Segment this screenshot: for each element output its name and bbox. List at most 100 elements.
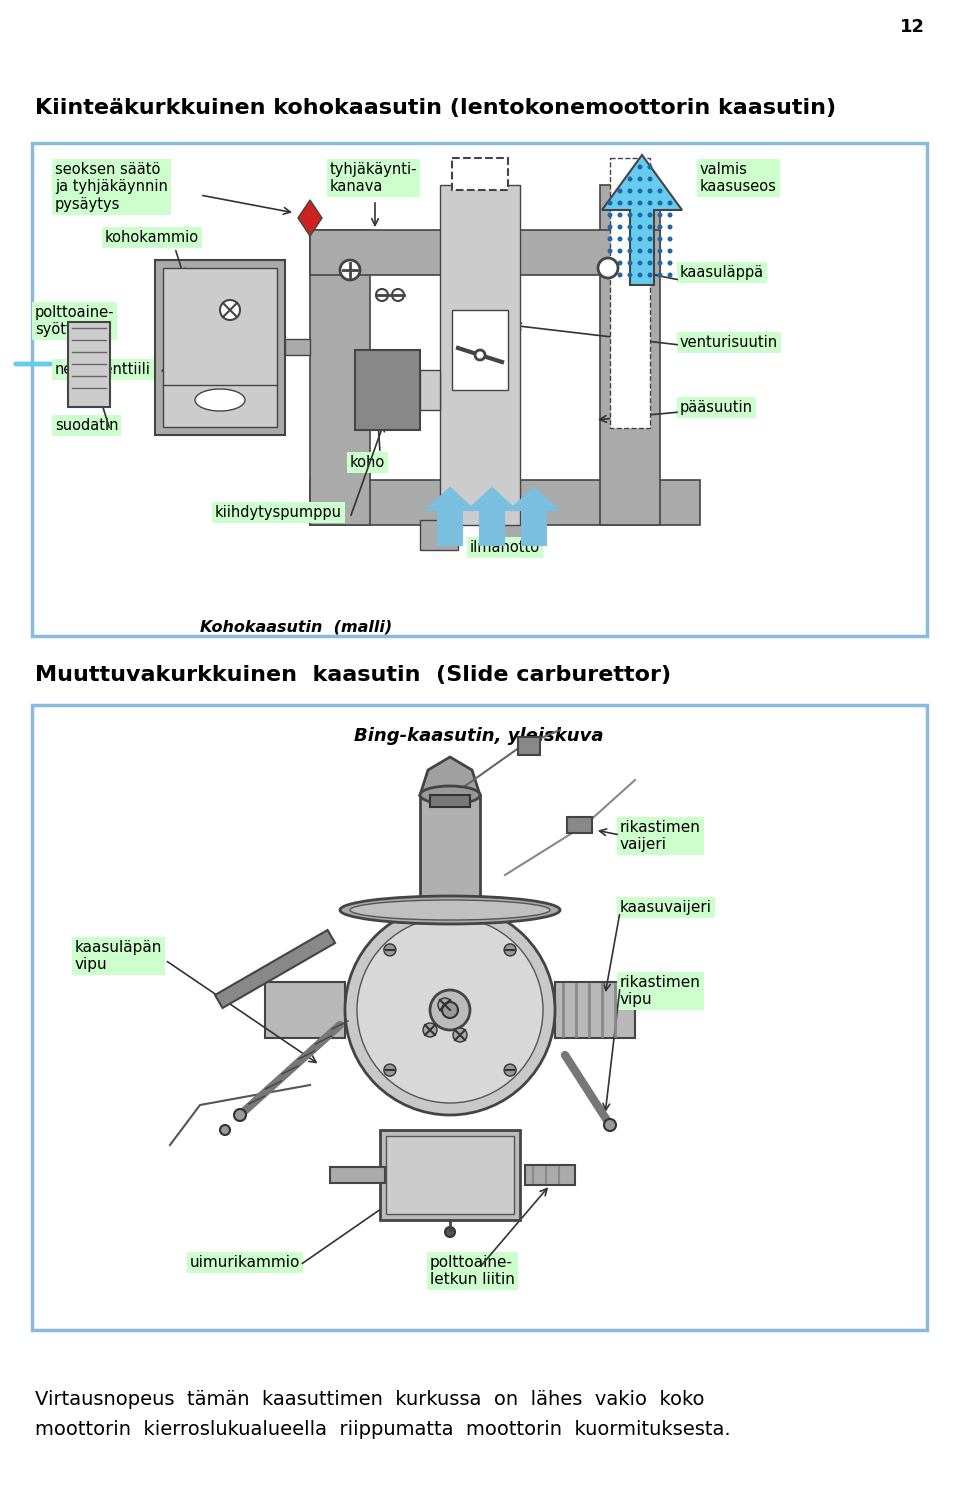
Circle shape xyxy=(392,289,404,301)
Bar xyxy=(430,795,470,807)
Circle shape xyxy=(504,1065,516,1077)
Bar xyxy=(500,520,538,549)
Text: ilmanotto: ilmanotto xyxy=(470,541,540,555)
Circle shape xyxy=(445,1227,455,1237)
Bar xyxy=(310,229,660,275)
Circle shape xyxy=(608,249,612,253)
Bar xyxy=(355,350,420,430)
Text: rikastimen
vaijeri: rikastimen vaijeri xyxy=(620,820,701,852)
Circle shape xyxy=(475,350,485,360)
Text: suodatin: suodatin xyxy=(55,418,118,433)
Circle shape xyxy=(608,261,612,265)
Bar xyxy=(420,369,440,409)
Circle shape xyxy=(430,990,470,1030)
Text: Kohokaasutin  (malli): Kohokaasutin (malli) xyxy=(200,619,393,634)
Circle shape xyxy=(453,1027,467,1042)
Polygon shape xyxy=(426,488,474,545)
Circle shape xyxy=(628,261,633,265)
Bar xyxy=(600,185,660,526)
Circle shape xyxy=(667,237,673,241)
Circle shape xyxy=(667,201,673,205)
Text: uimurikammio: uimurikammio xyxy=(190,1255,300,1270)
Bar xyxy=(440,185,520,526)
Text: Virtausnopeus  tämän  kaasuttimen  kurkussa  on  lähes  vakio  koko: Virtausnopeus tämän kaasuttimen kurkussa… xyxy=(35,1391,705,1409)
Circle shape xyxy=(617,225,622,229)
Bar xyxy=(525,1164,575,1185)
Text: kohokammio: kohokammio xyxy=(105,229,199,246)
Circle shape xyxy=(667,272,673,277)
Circle shape xyxy=(658,261,662,265)
Circle shape xyxy=(384,1065,396,1077)
Text: polttoaine-
syöttö: polttoaine- syöttö xyxy=(35,305,114,338)
Bar xyxy=(32,704,927,1330)
Text: kaasuläppä: kaasuläppä xyxy=(680,265,764,280)
Text: Kiinteäkurkkuinen kohokaasutin (lentokonemoottorin kaasutin): Kiinteäkurkkuinen kohokaasutin (lentokon… xyxy=(35,98,836,118)
Circle shape xyxy=(357,917,543,1103)
Text: valmis
kaasuseos: valmis kaasuseos xyxy=(700,162,777,195)
Text: moottorin  kierroslukualueella  riippumatta  moottorin  kuormituksesta.: moottorin kierroslukualueella riippumatt… xyxy=(35,1421,731,1438)
Circle shape xyxy=(658,237,662,241)
Circle shape xyxy=(617,272,622,277)
Bar xyxy=(610,158,650,427)
Text: neulaventtiili: neulaventtiili xyxy=(55,362,151,377)
Bar xyxy=(330,1167,385,1182)
Bar xyxy=(163,268,277,427)
Ellipse shape xyxy=(195,389,245,411)
Ellipse shape xyxy=(340,896,560,925)
Circle shape xyxy=(637,272,642,277)
Circle shape xyxy=(658,213,662,217)
Bar xyxy=(68,322,110,406)
Circle shape xyxy=(647,225,653,229)
Circle shape xyxy=(345,905,555,1115)
Text: rikastimen
vipu: rikastimen vipu xyxy=(620,975,701,1008)
Circle shape xyxy=(647,177,653,182)
Circle shape xyxy=(628,225,633,229)
Circle shape xyxy=(647,237,653,241)
Circle shape xyxy=(647,201,653,205)
Circle shape xyxy=(442,1002,458,1018)
Bar xyxy=(380,1130,520,1219)
Circle shape xyxy=(617,237,622,241)
Bar xyxy=(310,229,370,526)
Circle shape xyxy=(604,1120,616,1132)
Circle shape xyxy=(220,299,240,320)
Bar xyxy=(452,158,508,191)
Circle shape xyxy=(647,261,653,265)
Circle shape xyxy=(628,189,633,194)
Bar xyxy=(420,795,480,910)
Ellipse shape xyxy=(350,899,550,920)
Bar xyxy=(310,479,700,526)
Text: kaasuläpän
vipu: kaasuläpän vipu xyxy=(75,940,162,972)
Text: tyhjäkäynti-
kanava: tyhjäkäynti- kanava xyxy=(330,162,418,195)
Circle shape xyxy=(647,164,653,170)
Bar xyxy=(555,983,635,1038)
Circle shape xyxy=(637,225,642,229)
Circle shape xyxy=(667,261,673,265)
Circle shape xyxy=(647,189,653,194)
Text: pääsuutin: pääsuutin xyxy=(680,401,753,415)
Text: koho: koho xyxy=(350,456,385,471)
Circle shape xyxy=(647,249,653,253)
Circle shape xyxy=(617,249,622,253)
Bar xyxy=(265,983,345,1038)
Circle shape xyxy=(598,258,618,278)
Polygon shape xyxy=(298,200,322,235)
Circle shape xyxy=(667,213,673,217)
Bar xyxy=(518,737,540,755)
Bar xyxy=(386,1136,514,1214)
Circle shape xyxy=(608,237,612,241)
Circle shape xyxy=(637,213,642,217)
Circle shape xyxy=(637,261,642,265)
Bar xyxy=(285,339,310,354)
Circle shape xyxy=(608,201,612,205)
Circle shape xyxy=(608,213,612,217)
Bar xyxy=(155,261,285,435)
Text: Bing-kaasutin, yleiskuva: Bing-kaasutin, yleiskuva xyxy=(354,727,604,744)
Circle shape xyxy=(658,189,662,194)
Circle shape xyxy=(384,944,396,956)
Text: kaasuvaijeri: kaasuvaijeri xyxy=(620,899,712,916)
Bar xyxy=(215,931,335,1008)
Circle shape xyxy=(658,201,662,205)
Circle shape xyxy=(667,249,673,253)
Circle shape xyxy=(637,177,642,182)
